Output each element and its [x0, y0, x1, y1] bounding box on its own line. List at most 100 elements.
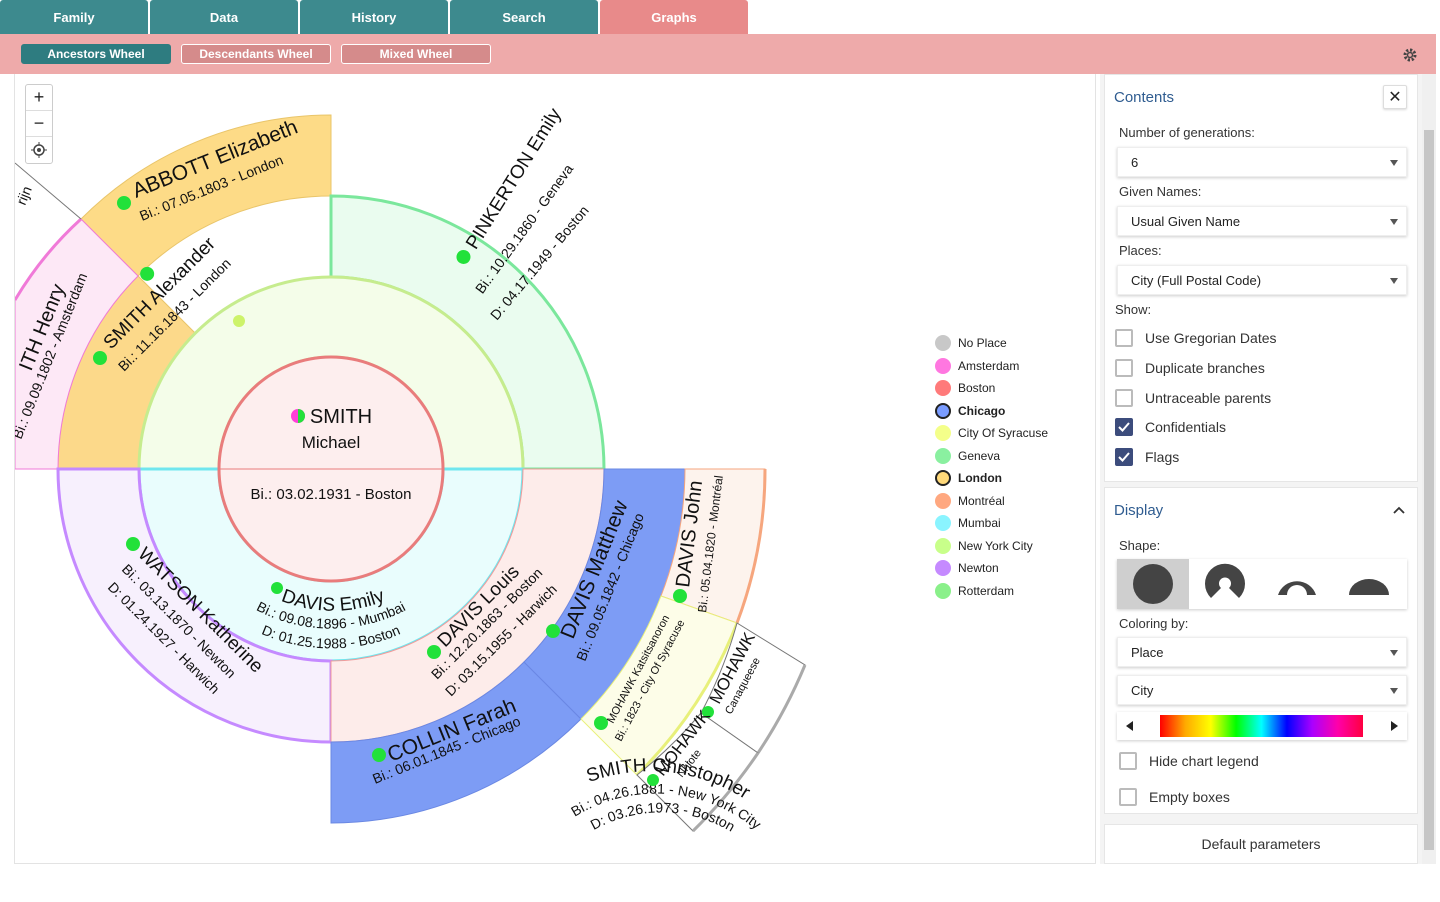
show-option-label: Untraceable parents — [1145, 389, 1272, 406]
display-card: Display Shape: Coloring by: Place City H… — [1104, 487, 1418, 814]
legend-label: No Place — [958, 336, 1007, 351]
tab-graphs[interactable]: Graphs — [600, 0, 748, 34]
hide-legend-checkbox[interactable]: Hide chart legend — [1119, 752, 1259, 770]
legend-item: Newton — [935, 557, 1048, 580]
dropdown-arrow-icon — [1390, 219, 1398, 225]
legend-label: Geneva — [958, 448, 1001, 463]
half-circle-icon — [1349, 579, 1389, 595]
descendants-wheel-button[interactable]: Descendants Wheel — [181, 44, 331, 64]
generations-value: 6 — [1131, 154, 1139, 170]
places-label: Places: — [1119, 243, 1162, 258]
display-title: Display — [1114, 502, 1164, 519]
target-icon — [31, 142, 47, 158]
legend-color-swatch — [935, 402, 951, 419]
empty-boxes-label: Empty boxes — [1149, 789, 1230, 805]
coloring-sub-select[interactable]: City — [1117, 675, 1407, 705]
legend-color-swatch — [935, 425, 951, 442]
dropdown-arrow-icon — [1390, 650, 1398, 656]
tab-family[interactable]: Family — [0, 0, 148, 34]
center-surname: SMITH — [310, 406, 372, 428]
show-option-checkbox[interactable]: Untraceable parents — [1115, 388, 1272, 407]
legend-color-swatch — [935, 470, 951, 487]
show-option-checkbox[interactable]: Flags — [1115, 448, 1179, 467]
show-option-checkbox[interactable]: Use Gregorian Dates — [1115, 329, 1277, 347]
close-button[interactable]: ✕ — [1383, 85, 1407, 109]
legend-label: Boston — [958, 381, 996, 396]
legend-label: City Of Syracuse — [958, 426, 1049, 441]
legend-label: New York City — [958, 538, 1033, 553]
checkbox-box — [1119, 788, 1137, 806]
tab-history[interactable]: History — [300, 0, 448, 34]
dropdown-arrow-icon — [1390, 160, 1398, 166]
recenter-button[interactable] — [26, 137, 52, 163]
legend-item: No Place — [935, 332, 1048, 355]
settings-panel: Contents ✕ Number of generations: 6 Give… — [1100, 74, 1422, 864]
legend-item: Geneva — [935, 445, 1048, 468]
shape-label: Shape: — [1119, 538, 1161, 553]
zoom-out-button[interactable]: − — [26, 111, 52, 137]
mixed-wheel-button[interactable]: Mixed Wheel — [341, 44, 491, 64]
legend-color-swatch — [935, 335, 951, 352]
legend-item: City Of Syracuse — [935, 422, 1048, 445]
rainbow-palette[interactable] — [1160, 715, 1363, 737]
given-names-select[interactable]: Usual Given Name — [1117, 206, 1407, 236]
full-circle-icon — [1133, 564, 1173, 604]
coloring-select[interactable]: Place — [1117, 637, 1407, 667]
segment-watson — [56, 467, 333, 744]
generations-select[interactable]: 6 — [1117, 147, 1407, 177]
three-quarter-circle-icon — [1205, 563, 1245, 598]
show-option-label: Confidentials — [1145, 419, 1226, 436]
places-value: City (Full Postal Code) — [1131, 272, 1262, 288]
chevron-up-icon[interactable] — [1393, 506, 1405, 514]
shape-two-thirds-option[interactable] — [1261, 559, 1333, 609]
places-select[interactable]: City (Full Postal Code) — [1117, 265, 1407, 295]
zoom-in-button[interactable]: + — [26, 85, 52, 111]
graph-toolbar: Ancestors Wheel Descendants Wheel Mixed … — [0, 34, 1436, 74]
legend-item: Chicago — [935, 400, 1048, 423]
legend-label: Rotterdam — [958, 583, 1015, 598]
legend-color-swatch — [935, 560, 951, 577]
gear-icon[interactable] — [1402, 47, 1418, 63]
generations-label: Number of generations: — [1119, 125, 1255, 140]
coloring-value: Place — [1131, 644, 1164, 660]
scrollbar-thumb[interactable] — [1424, 130, 1434, 850]
two-thirds-circle-icon — [1278, 581, 1316, 595]
ancestors-wheel-chart: SMITH Michael Bi.: 03.02.1931 - Boston S… — [14, 74, 1096, 864]
tab-data[interactable]: Data — [150, 0, 298, 34]
show-option-label: Duplicate branches — [1145, 359, 1265, 376]
legend-color-swatch — [935, 515, 951, 532]
checkbox-box — [1115, 358, 1133, 377]
legend-color-swatch — [935, 447, 951, 464]
legend-color-swatch — [935, 537, 951, 554]
tab-search[interactable]: Search — [450, 0, 598, 34]
coloring-label: Coloring by: — [1119, 616, 1189, 631]
show-option-label: Use Gregorian Dates — [1145, 330, 1277, 346]
wheel-svg: SMITH Michael Bi.: 03.02.1931 - Boston S… — [15, 104, 807, 835]
shape-three-quarter-option[interactable] — [1189, 559, 1261, 609]
chart-legend: No Place Amsterdam Boston Chicago City Of Sy… — [935, 332, 1048, 602]
shape-selector — [1117, 559, 1407, 609]
empty-boxes-checkbox[interactable]: Empty boxes — [1119, 788, 1230, 806]
checkmark-icon — [1118, 452, 1130, 463]
show-label: Show: — [1115, 302, 1152, 317]
legend-label: Chicago — [958, 403, 1006, 418]
show-option-checkbox[interactable]: Confidentials — [1115, 418, 1226, 437]
prev-palette-icon[interactable] — [1126, 721, 1134, 731]
next-palette-icon[interactable] — [1390, 721, 1398, 731]
shape-full-circle-option[interactable] — [1117, 559, 1189, 609]
panel-scrollbar[interactable] — [1422, 74, 1436, 864]
contents-card: Contents ✕ Number of generations: 6 Give… — [1104, 74, 1418, 482]
legend-item: London — [935, 467, 1048, 490]
checkbox-checked — [1115, 448, 1133, 467]
ancestors-wheel-button[interactable]: Ancestors Wheel — [21, 44, 171, 64]
default-parameters-button[interactable]: Default parameters — [1104, 824, 1418, 864]
checkbox-checked — [1115, 418, 1133, 437]
shape-half-circle-option[interactable] — [1333, 559, 1405, 609]
legend-item: New York City — [935, 535, 1048, 558]
checkbox-box — [1115, 329, 1133, 347]
legend-item: Montréal — [935, 490, 1048, 513]
main-tabs: Family Data History Search Graphs — [0, 0, 1440, 34]
show-option-checkbox[interactable]: Duplicate branches — [1115, 358, 1265, 377]
center-birth: Bi.: 03.02.1931 - Boston — [251, 486, 412, 503]
checkmark-icon — [1118, 422, 1130, 433]
